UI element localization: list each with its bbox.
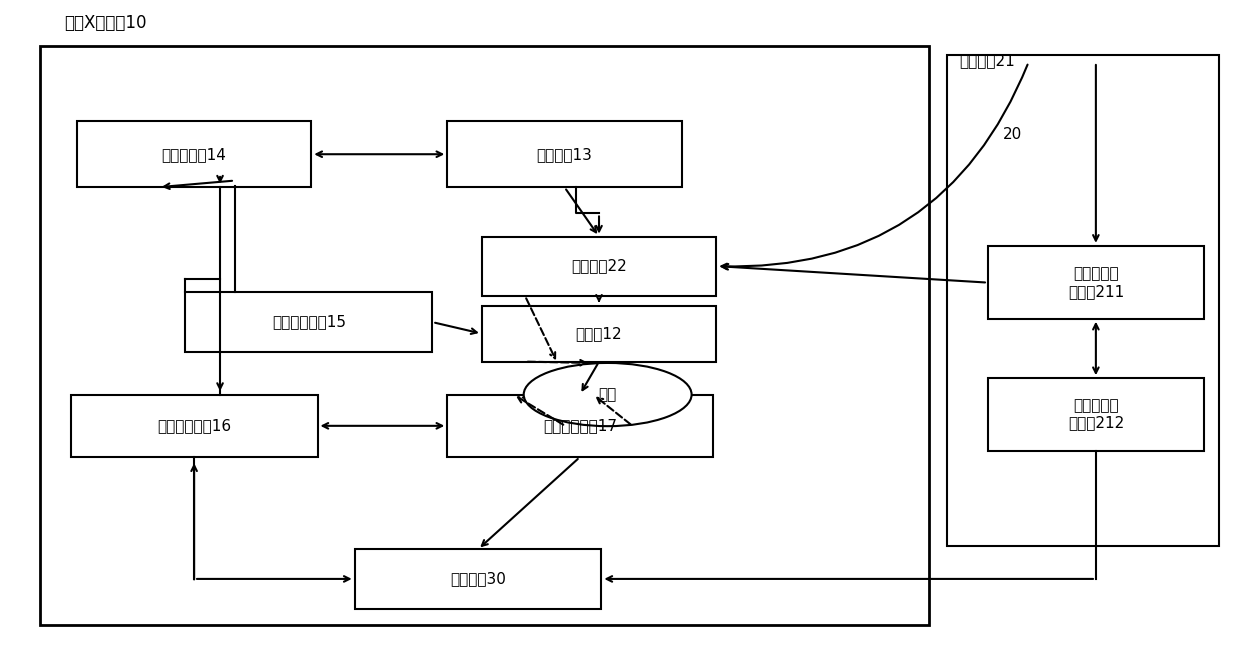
Text: 压道器12: 压道器12	[575, 326, 622, 341]
Text: 影像采集单元17: 影像采集单元17	[543, 418, 616, 434]
Bar	[77, 122, 311, 187]
Bar	[448, 122, 682, 187]
Bar	[355, 549, 601, 608]
Bar	[71, 394, 317, 457]
Bar	[988, 246, 1204, 319]
Text: 乳房: 乳房	[599, 387, 616, 402]
Text: 采集终端30: 采集终端30	[450, 572, 506, 586]
Text: 高压发生器14: 高压发生器14	[161, 147, 227, 162]
Bar	[482, 236, 717, 295]
Bar	[988, 378, 1204, 450]
Text: 超声主机21: 超声主机21	[960, 54, 1016, 68]
Text: 乳腺X射线机10: 乳腺X射线机10	[64, 15, 148, 33]
Bar	[40, 46, 929, 625]
Bar	[482, 305, 717, 362]
Text: 20: 20	[1003, 127, 1022, 142]
Ellipse shape	[523, 363, 692, 426]
Text: 运动控制单元15: 运动控制单元15	[272, 315, 346, 329]
Text: 曝光控制单元16: 曝光控制单元16	[157, 418, 231, 434]
Bar	[947, 56, 1219, 546]
Text: 超声探头22: 超声探头22	[572, 259, 627, 274]
Bar	[186, 293, 433, 352]
Text: 超声数据采
集单元211: 超声数据采 集单元211	[1068, 266, 1123, 299]
Bar	[448, 394, 713, 457]
Text: 超声数据处
理单元212: 超声数据处 理单元212	[1068, 398, 1123, 430]
Text: 球管组件13: 球管组件13	[537, 147, 593, 162]
